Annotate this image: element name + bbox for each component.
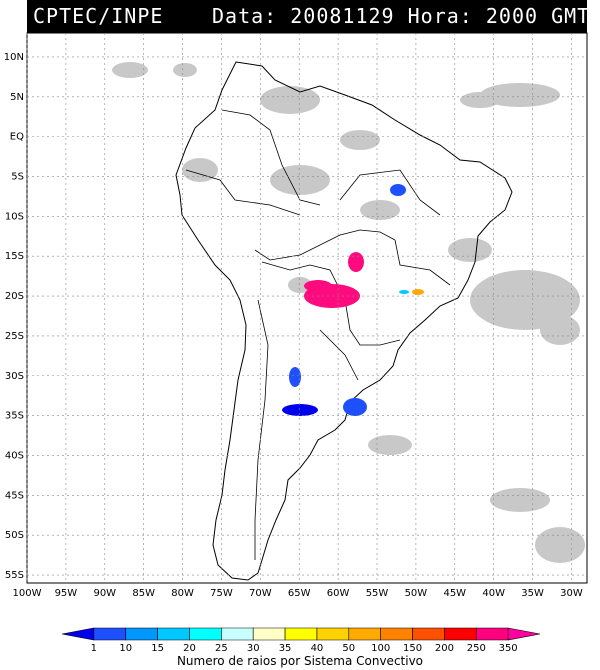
colorbar-label: 25 <box>215 643 228 654</box>
colorbar-cell <box>125 627 158 641</box>
lon-label: 70W <box>249 588 272 599</box>
lat-label: 5S <box>11 171 24 182</box>
colorbar-label: 35 <box>279 643 292 654</box>
colorbar-cell <box>412 627 445 641</box>
lon-label: 50W <box>405 588 428 599</box>
colorbar-label: 50 <box>342 643 355 654</box>
colorbar-cell <box>348 627 381 641</box>
colorbar-cell <box>61 627 95 641</box>
lon-label: 55W <box>366 588 389 599</box>
lon-label: 90W <box>93 588 116 599</box>
south-america-outline <box>175 61 513 581</box>
lightning-clusters <box>282 184 424 416</box>
colorbar-label: 350 <box>499 643 518 654</box>
header-title-datetime: Data: 20081129 Hora: 2000 GMT <box>212 4 591 28</box>
lat-label: 40S <box>5 450 24 461</box>
colorbar-label: 40 <box>311 643 324 654</box>
lat-labels: 10N 5N EQ 5S 10S 15S 20S 25S 30S 35S 40S 45S 50S 55S <box>4 52 24 581</box>
lon-label: 100W <box>13 588 42 599</box>
lon-label: 95W <box>55 588 78 599</box>
lon-label: 75W <box>210 588 233 599</box>
colorbar-label: 20 <box>183 643 196 654</box>
lon-label: 35W <box>521 588 544 599</box>
lon-label: 45W <box>443 588 466 599</box>
lon-label: 30W <box>560 588 583 599</box>
lat-label: 45S <box>5 490 24 501</box>
lat-label: 25S <box>5 331 24 342</box>
lat-label: 20S <box>5 291 24 302</box>
colorbar-title: Numero de raios por Sistema Convectivo <box>177 654 423 668</box>
colorbar-label: 10 <box>119 643 132 654</box>
colorbar-cell <box>475 627 509 641</box>
map-grid <box>26 33 587 583</box>
country-borders <box>185 109 451 560</box>
colorbar-label: 15 <box>151 643 164 654</box>
header-title-source: CPTEC/INPE <box>33 4 164 28</box>
colorbar-label: 1 <box>91 643 97 654</box>
colorbar-label: 150 <box>403 643 422 654</box>
colorbar-cell <box>157 627 190 641</box>
map-header: CPTEC/INPE Data: 20081129 Hora: 2000 GMT <box>27 0 591 33</box>
lat-label: 10S <box>5 211 24 222</box>
colorbar-cell <box>221 627 254 641</box>
lon-label: 60W <box>327 588 350 599</box>
colorbar-label: 200 <box>435 643 454 654</box>
lat-label: 15S <box>5 251 24 262</box>
lat-label: 35S <box>5 411 24 422</box>
colorbar-labels: 1 10 15 20 25 30 35 40 50 100 150 200 250 350 <box>91 643 518 654</box>
colorbar-label: 30 <box>247 643 260 654</box>
colorbar-cell <box>93 627 127 641</box>
colorbar-cell <box>284 627 318 641</box>
colorbar-label: 250 <box>467 643 486 654</box>
lon-label: 40W <box>482 588 505 599</box>
lon-label: 80W <box>171 588 194 599</box>
lon-label: 85W <box>132 588 155 599</box>
colorbar-cell <box>444 627 477 641</box>
colorbar-cell <box>380 627 413 641</box>
colorbar-cell <box>507 627 541 641</box>
colorbar: 1 10 15 20 25 30 35 40 50 100 150 200 250 350 Numero … <box>61 627 541 668</box>
colorbar-cell <box>252 627 286 641</box>
colorbar-cell <box>316 627 350 641</box>
colorbar-cell <box>189 627 222 641</box>
lat-label: 55S <box>5 570 24 581</box>
cloud-cover <box>112 62 585 563</box>
lat-label: 50S <box>5 530 24 541</box>
colorbar-cells <box>61 627 541 641</box>
lon-labels: 100W 95W 90W 85W 80W 75W 70W 65W 60W 55W 50W 45W 40W… <box>13 588 583 599</box>
lon-label: 65W <box>288 588 311 599</box>
lat-label: 5N <box>10 92 24 103</box>
colorbar-label: 100 <box>371 643 390 654</box>
lat-label: 10N <box>4 52 24 63</box>
lat-label: EQ <box>10 132 24 143</box>
lat-label: 30S <box>5 371 24 382</box>
lightning-map: 10N5NEQ5S10S15S20S25S30S35S40S45S50S55S … <box>4 32 588 599</box>
